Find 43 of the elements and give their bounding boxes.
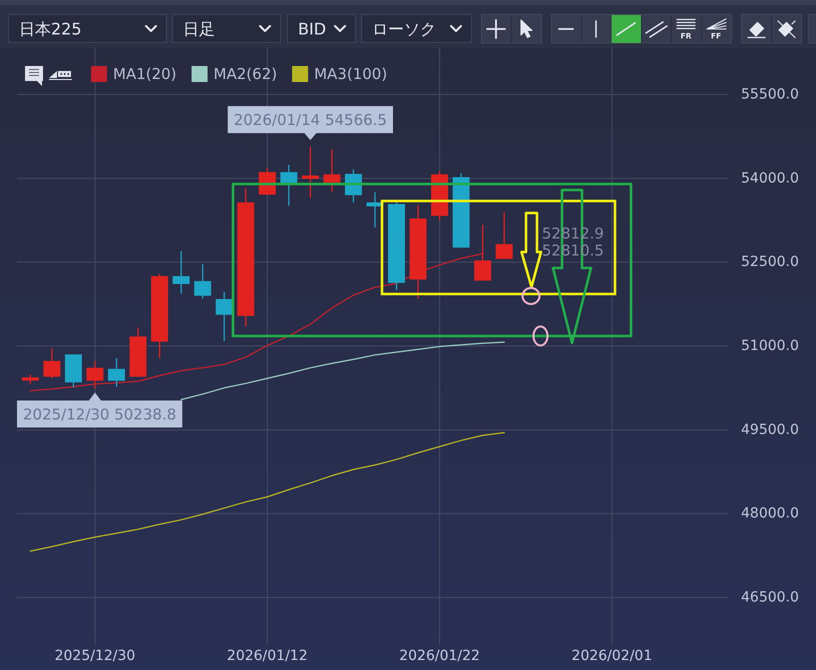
candlestick (452, 172, 470, 248)
text: BID (298, 20, 326, 38)
candlestick (216, 291, 233, 342)
text: 日本225 (19, 20, 82, 38)
candlestick (22, 374, 39, 385)
legend-label: MA1(20) (113, 65, 177, 83)
legend-label: MA2(62) (214, 65, 278, 83)
y-tick-label: 46500.0 (741, 589, 799, 606)
y-tick-label: 49500.0 (741, 422, 799, 438)
y-tick-label: 48000.0 (741, 506, 799, 522)
candlestick (64, 354, 82, 388)
candlestick (323, 148, 340, 192)
line-series (30, 432, 505, 552)
candlestick (366, 192, 384, 228)
candlestick (388, 202, 405, 291)
candlestick (194, 264, 212, 300)
candlestick (108, 358, 125, 388)
candlestick (151, 273, 168, 359)
x-tick-label: 2026/02/01 (572, 648, 652, 664)
legend-label: MA3(100) (314, 65, 388, 83)
x-tick-label: 2026/01/22 (399, 648, 480, 664)
candlestick (280, 164, 298, 206)
x-tick-label: 2026/01/12 (226, 648, 308, 664)
candlestick (496, 212, 513, 260)
line-series (180, 341, 505, 400)
annotation: 2026/01/14 54566.5 (234, 111, 387, 130)
candlestick (410, 204, 427, 300)
candlestick (130, 326, 147, 378)
y-tick-label: 55500.0 (741, 86, 799, 103)
y-tick-label: 51000.0 (741, 338, 799, 354)
text: 日足 (183, 20, 215, 38)
x-tick-label: 2025/12/30 (54, 648, 136, 664)
candlestick (237, 187, 254, 328)
candlestick (302, 146, 319, 198)
annotation: 2025/12/30 50238.8 (23, 406, 176, 424)
text: ローソク (372, 20, 436, 38)
candlestick (172, 250, 190, 294)
candlestick (43, 348, 60, 380)
candlestick (474, 224, 492, 282)
line-series (30, 253, 484, 392)
candlestick (86, 360, 104, 390)
y-tick-label: 54000.0 (741, 170, 799, 186)
y-tick-label: 52500.0 (741, 254, 799, 270)
